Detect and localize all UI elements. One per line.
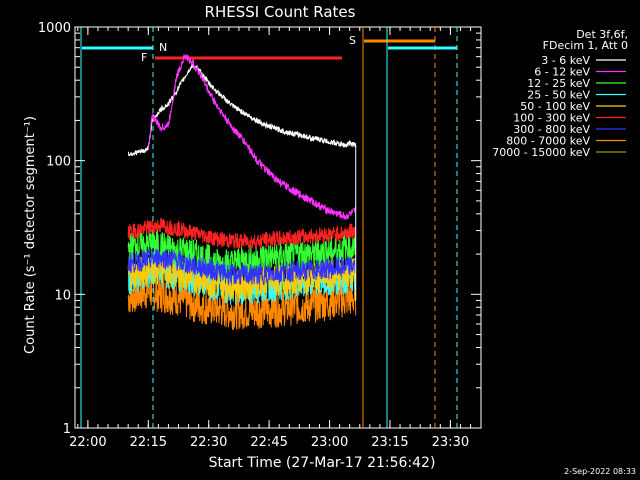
y-tick-label: 10 bbox=[54, 288, 71, 303]
legend-header: Det 3f,6f, bbox=[576, 28, 628, 41]
series-line-1 bbox=[147, 54, 356, 221]
legend-label: 800 - 7000 keV bbox=[506, 135, 590, 148]
y-axis-label: Count Rate (s⁻¹ detector segment⁻¹) bbox=[23, 116, 38, 354]
legend-label: 7000 - 15000 keV bbox=[492, 146, 590, 159]
x-tick-label: 22:45 bbox=[250, 435, 287, 450]
intervals: NF S bbox=[80, 27, 458, 428]
y-tick-label: 1000 bbox=[38, 21, 71, 36]
axis-ticks: 22:00 22:15 22:30 22:45 23:00 23:15 23:30 1 10 10… bbox=[38, 21, 481, 450]
legend-header: FDecim 1, Att 0 bbox=[543, 39, 628, 52]
legend-label: 100 - 300 keV bbox=[513, 112, 590, 125]
x-tick-label: 22:30 bbox=[190, 435, 227, 450]
series-line-6 bbox=[127, 248, 356, 286]
night-label: N bbox=[159, 41, 167, 54]
x-axis-label: Start Time (27-Mar-17 21:56:42) bbox=[209, 455, 436, 471]
flare-label: F bbox=[141, 51, 147, 64]
plot-border bbox=[74, 26, 482, 429]
legend-label: 6 - 12 keV bbox=[534, 66, 590, 79]
x-tick-label: 22:15 bbox=[130, 435, 167, 450]
plot-frame bbox=[74, 26, 482, 429]
legend-label: 12 - 25 keV bbox=[527, 77, 590, 90]
chart-title: RHESSI Count Rates bbox=[205, 3, 356, 21]
x-tick-label: 23:00 bbox=[311, 435, 348, 450]
series-group bbox=[127, 54, 357, 330]
x-tick-label: 23:15 bbox=[371, 435, 408, 450]
x-tick-label: 23:30 bbox=[432, 435, 469, 450]
legend-label: 50 - 100 keV bbox=[520, 100, 590, 113]
legend-label: 25 - 50 keV bbox=[527, 89, 590, 102]
series-line-7 bbox=[127, 273, 357, 330]
series-line-2 bbox=[127, 228, 357, 280]
legend-label: 300 - 800 keV bbox=[513, 123, 590, 136]
footer-date: 2-Sep-2022 08:33 bbox=[564, 467, 636, 476]
x-tick-label: 22:00 bbox=[69, 435, 106, 450]
saa-label: S bbox=[349, 34, 356, 47]
series-line-5 bbox=[127, 217, 357, 250]
legend-label: 3 - 6 keV bbox=[541, 54, 590, 67]
series-line-0 bbox=[127, 63, 357, 157]
y-tick-label: 1 bbox=[63, 422, 71, 437]
y-tick-label: 100 bbox=[46, 155, 71, 170]
